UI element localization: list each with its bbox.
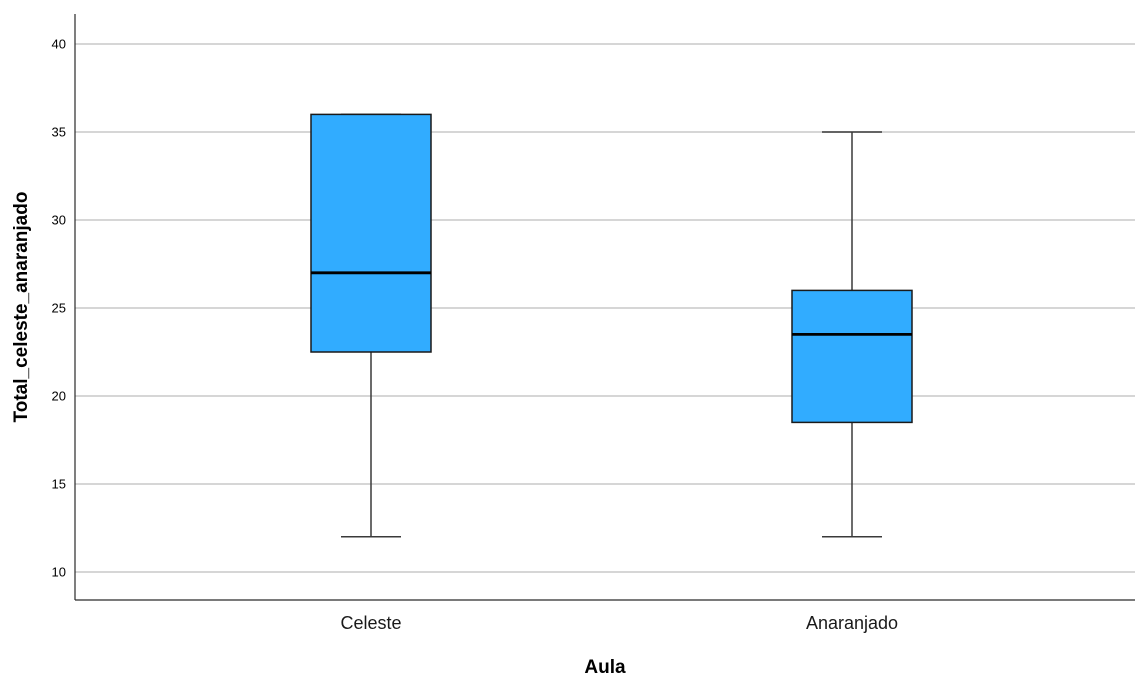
y-tick-label: 30 <box>52 213 66 228</box>
grid-lines <box>75 43 1135 573</box>
iqr-box <box>310 113 432 353</box>
x-category-labels: Celeste Anaranjado <box>340 613 898 633</box>
y-tick-label: 35 <box>52 125 66 140</box>
box-celeste <box>310 113 432 538</box>
y-tick-label: 10 <box>52 565 66 580</box>
x-category-label: Celeste <box>340 613 401 633</box>
y-tick-label: 15 <box>52 477 66 492</box>
axes <box>74 14 1135 601</box>
x-category-label: Anaranjado <box>806 613 898 633</box>
y-tick-label: 40 <box>52 37 66 52</box>
y-axis-title: Total_celeste_anaranjado <box>11 192 32 423</box>
box-anaranjado <box>791 131 913 538</box>
y-tick-label: 25 <box>52 301 66 316</box>
y-tick-label: 20 <box>52 389 66 404</box>
iqr-box <box>791 289 913 424</box>
x-axis-title: Aula <box>584 657 626 675</box>
y-tick-labels: 10 15 20 25 30 35 40 <box>52 37 66 580</box>
boxes <box>310 113 913 538</box>
